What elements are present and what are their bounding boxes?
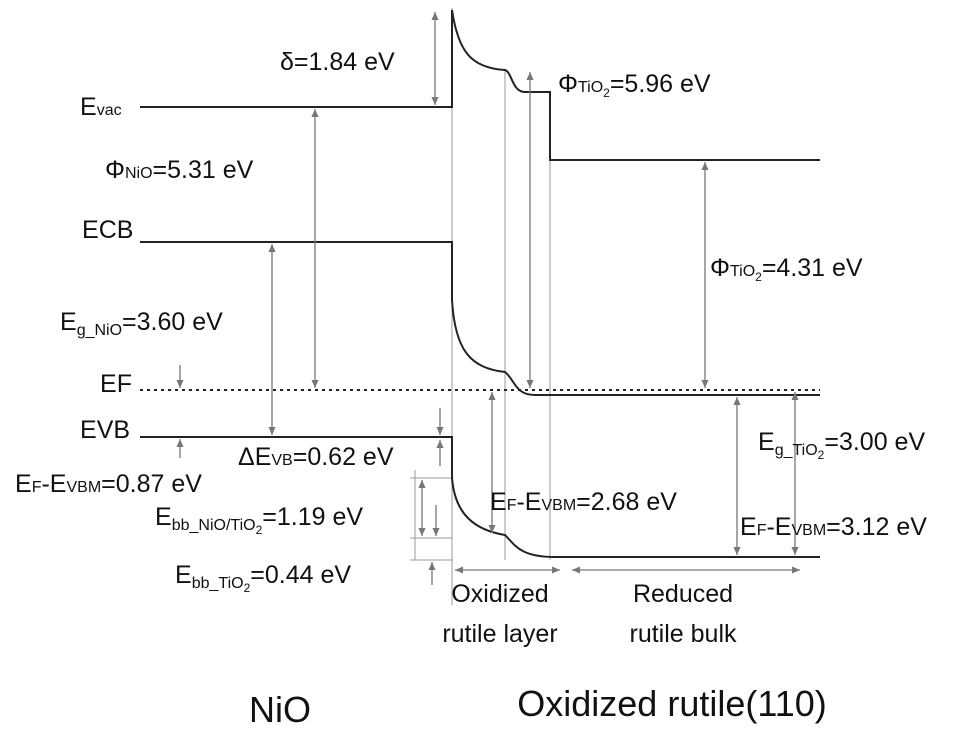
label: ΦTiO2=5.96 eV [558, 70, 711, 100]
text: =3.00 eV [824, 428, 925, 456]
regions: Oxidized rutile layer Reduced rutile bul… [249, 580, 827, 729]
subscript: TiO [730, 263, 755, 280]
subscript: 2 [755, 270, 762, 284]
subscript: 2 [818, 448, 825, 462]
subscript: VBM [791, 522, 826, 539]
subscript: VBM [541, 497, 576, 514]
label: EF-EVBM=2.68 eV [490, 488, 677, 516]
label: EF [100, 370, 132, 398]
subscript: g_NiO [77, 322, 122, 339]
text: =5.96 eV [610, 70, 711, 98]
label: Evac [80, 93, 122, 121]
text: Φ [105, 156, 125, 184]
label: EF-EVBM=0.87 eV [15, 470, 202, 498]
subscript: g_TiO [775, 442, 818, 459]
label: Ebb_TiO2=0.44 eV [175, 561, 351, 595]
text: -E [516, 488, 541, 516]
text: F [117, 370, 132, 398]
label: Eg_TiO2=3.00 eV [758, 428, 925, 462]
text: =2.68 eV [576, 488, 677, 516]
text: =5.31 eV [153, 156, 254, 184]
text: E [80, 416, 97, 444]
text: CB [99, 216, 134, 244]
subscript: 2 [256, 523, 263, 537]
arrows [176, 11, 800, 585]
text: =0.87 eV [101, 470, 202, 498]
text: =1.19 eV [262, 503, 363, 531]
region-label: Reduced [633, 580, 733, 608]
text: ΔE [238, 443, 271, 471]
label: ΦNiO=5.31 eV [105, 156, 254, 184]
subscript: F [757, 522, 767, 539]
text: -E [766, 513, 791, 541]
text: Φ [710, 254, 730, 282]
material-label: NiO [249, 689, 311, 729]
text: =0.44 eV [250, 561, 351, 589]
valence-band [140, 436, 820, 558]
region-label: Oxidized [451, 580, 548, 608]
text: VB [97, 416, 130, 444]
subscript: NiO [125, 165, 153, 182]
subscript: 2 [603, 86, 610, 100]
subscript: F [507, 497, 517, 514]
label: Ebb_NiO/TiO2=1.19 eV [155, 503, 363, 537]
text: E [60, 308, 77, 336]
label: ECB [82, 216, 133, 244]
text: E [82, 216, 99, 244]
text: E [740, 513, 757, 541]
bands [140, 9, 820, 558]
label: δ=1.84 eV [280, 48, 395, 76]
text: =3.12 eV [826, 513, 927, 541]
label: EF-EVBM=3.12 eV [740, 513, 927, 541]
label: EVB [80, 416, 130, 444]
subscript: VBM [66, 479, 101, 496]
subscript: bb_NiO/TiO [172, 517, 256, 534]
text: δ=1.84 eV [280, 48, 395, 76]
label: ΔEVB=0.62 eV [238, 443, 394, 471]
subscript: TiO [578, 79, 603, 96]
text: E [80, 93, 97, 121]
text: E [100, 370, 117, 398]
text: =3.60 eV [122, 308, 223, 336]
subscript: VB [271, 452, 292, 469]
text: =4.31 eV [762, 254, 863, 282]
subscript: F [32, 479, 42, 496]
text: E [175, 561, 192, 589]
subscript: 2 [244, 581, 251, 595]
text: E [758, 428, 775, 456]
vacuum-level [140, 9, 820, 161]
region-label: rutile bulk [630, 620, 737, 648]
text: Φ [558, 70, 578, 98]
subscript: vac [97, 102, 122, 119]
conduction-band [140, 241, 820, 396]
subscript: bb_TiO [192, 575, 244, 592]
region-label: rutile layer [442, 620, 557, 648]
text: E [490, 488, 507, 516]
material-label: Oxidized rutile(110) [517, 683, 826, 724]
text: -E [41, 470, 66, 498]
labels: δ=1.84 eV Evac ΦNiO=5.31 eV ECB Eg_NiO=3… [15, 48, 927, 595]
text: E [155, 503, 172, 531]
label: Eg_NiO=3.60 eV [60, 308, 223, 339]
text: =0.62 eV [293, 443, 394, 471]
label: ΦTiO2=4.31 eV [710, 254, 863, 284]
text: E [15, 470, 32, 498]
